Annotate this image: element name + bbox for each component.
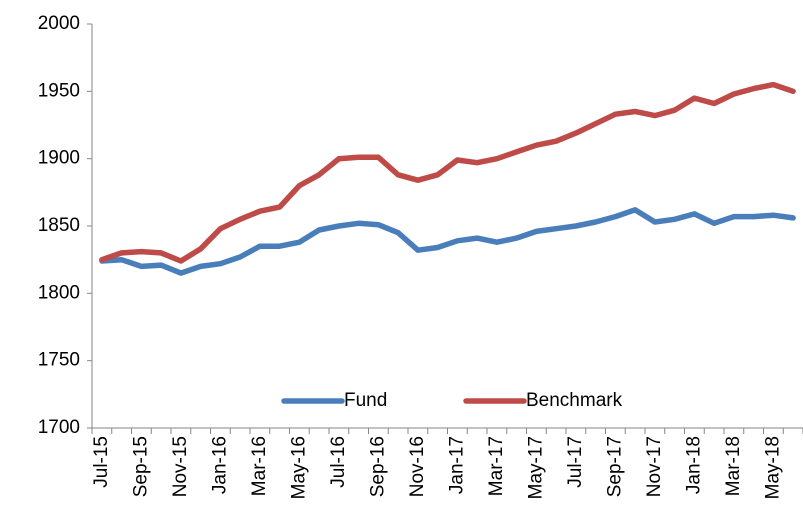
x-tick-label: May-16: [288, 436, 309, 499]
legend-label: Benchmark: [526, 390, 623, 411]
x-tick-label: Mar-16: [249, 436, 270, 496]
y-tick-label: 1750: [38, 350, 80, 371]
x-tick-label: Mar-18: [723, 436, 744, 496]
legend-label: Fund: [344, 390, 387, 411]
x-tick-label: Jan-18: [683, 436, 704, 494]
y-tick-label: 1700: [38, 417, 80, 438]
y-tick-label: 1950: [38, 80, 80, 101]
x-tick-label: Sep-15: [130, 436, 151, 497]
x-tick-label: May-17: [525, 436, 546, 499]
x-tick-label: Nov-17: [644, 436, 665, 497]
x-tick-label: Jul-15: [91, 436, 112, 488]
x-tick-label: May-18: [762, 436, 783, 499]
y-tick-label: 1900: [38, 148, 80, 169]
x-tick-label: Sep-17: [604, 436, 625, 497]
y-tick-label: 2000: [38, 13, 80, 34]
x-tick-label: Jan-17: [446, 436, 467, 494]
x-tick-label: Sep-16: [367, 436, 388, 497]
y-tick-label: 1800: [38, 282, 80, 303]
x-tick-label: Jul-16: [328, 436, 349, 488]
data-line: [99, 81, 796, 264]
data-line: [99, 207, 796, 276]
y-tick-label: 1850: [38, 215, 80, 236]
x-tick-label: Jul-17: [565, 436, 586, 488]
x-tick-label: Nov-15: [170, 436, 191, 497]
x-tick-label: Mar-17: [486, 436, 507, 496]
x-tick-label: Jan-16: [209, 436, 230, 494]
x-tick-label: Nov-16: [407, 436, 428, 497]
